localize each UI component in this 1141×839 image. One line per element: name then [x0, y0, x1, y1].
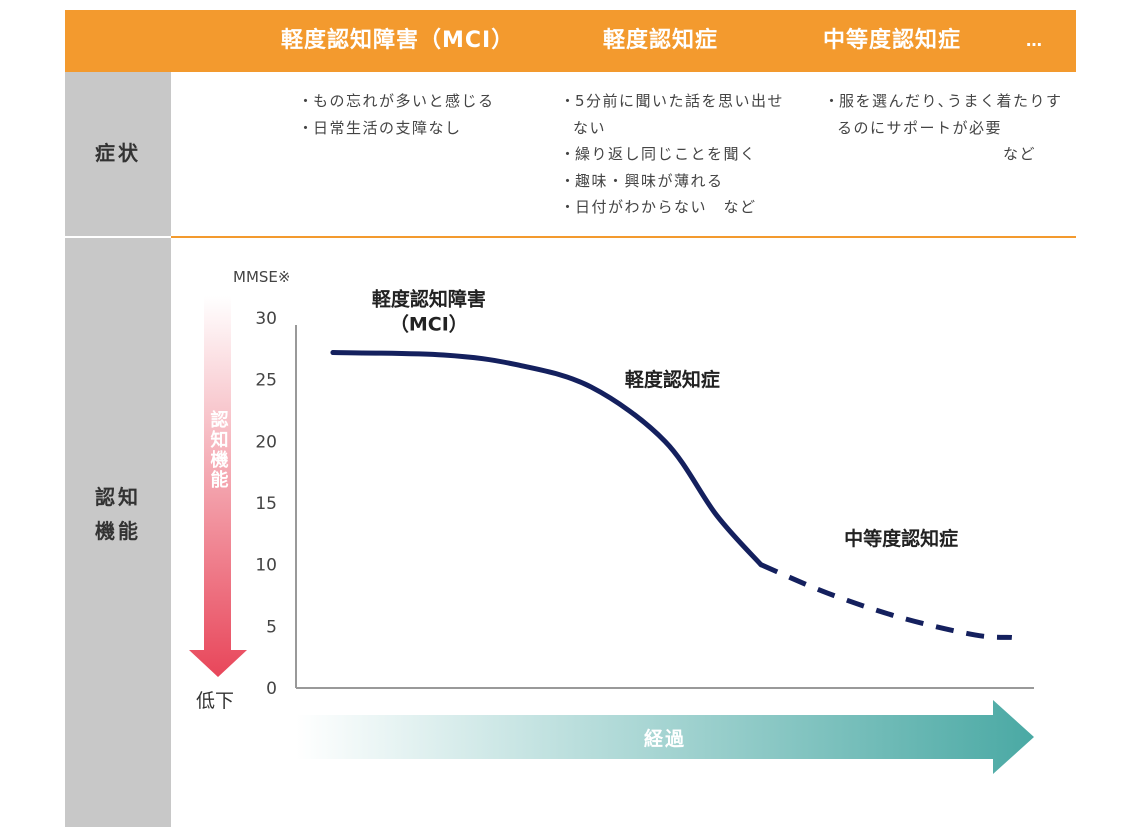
header-moderate-dementia: 中等度認知症	[823, 28, 962, 53]
section-divider	[171, 236, 1076, 238]
curve-annotation: 中等度認知症	[844, 527, 958, 550]
symptom-item: 繰り返し同じことを聞く	[560, 141, 798, 168]
symptom-etc: など	[1003, 145, 1037, 163]
mmse-curve	[330, 350, 764, 568]
symptom-item: 服を選んだり､うまく着たりするのにサポートが必要	[824, 88, 1079, 141]
progression-arrow-label: 経過	[644, 727, 686, 750]
decline-label: 低下	[196, 690, 235, 712]
row-label-function-2: 機能	[95, 519, 141, 543]
symptoms-mild-dementia: 5分前に聞いた話を思い出せない 繰り返し同じことを聞く 趣味・興味が薄れる 日付…	[560, 88, 798, 221]
row-label-function-1: 認知	[95, 485, 141, 509]
y-tick-label: 25	[255, 371, 277, 391]
row-label-column	[65, 72, 171, 827]
row-divider	[65, 236, 171, 238]
header-mild-dementia: 軽度認知症	[603, 28, 719, 53]
symptom-item: 趣味・興味が薄れる	[560, 168, 798, 195]
symptoms-mci: もの忘れが多いと感じる 日常生活の支障なし	[298, 88, 538, 141]
row-label-symptoms: 症状	[95, 141, 141, 165]
decline-arrow	[189, 296, 247, 677]
y-tick-label: 10	[255, 556, 277, 576]
symptom-item: もの忘れが多いと感じる	[298, 88, 538, 115]
y-axis-title: MMSE※	[233, 268, 291, 286]
curve-annotation: （MCI）	[390, 312, 468, 335]
progression-arrow	[296, 700, 1034, 774]
y-tick-label: 20	[255, 432, 277, 452]
projected-curve	[759, 562, 1013, 640]
symptom-item: 5分前に聞いた話を思い出せない	[560, 88, 798, 141]
y-tick-label: 5	[266, 617, 277, 637]
curve-annotation: 軽度認知症	[625, 368, 720, 391]
decline-arrow-label: 認知機能	[208, 409, 229, 490]
header-mci: 軽度認知障害（MCI）	[281, 28, 515, 53]
symptom-item: 日付がわからない など	[560, 194, 798, 221]
curve-annotation: 軽度認知障害	[372, 288, 486, 311]
symptoms-moderate-dementia: 服を選んだり､うまく着たりするのにサポートが必要	[824, 88, 1079, 141]
header-band	[65, 10, 1076, 72]
y-tick-label: 30	[255, 309, 277, 329]
y-tick-label: 0	[266, 679, 277, 699]
y-tick-label: 15	[255, 494, 277, 514]
header-more: …	[1026, 31, 1044, 50]
symptom-item: 日常生活の支障なし	[298, 115, 538, 142]
